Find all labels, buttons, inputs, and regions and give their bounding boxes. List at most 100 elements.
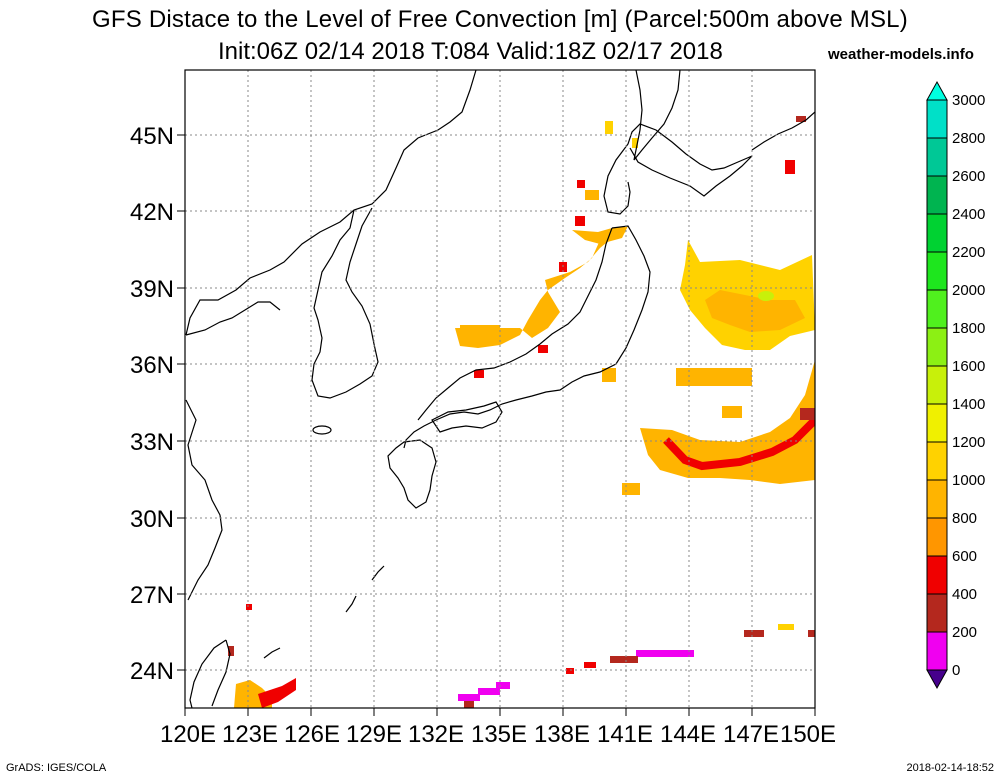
colorbar-swatch [926,99,948,139]
colorbar-swatch [926,441,948,481]
shade-kanto-band [676,368,752,386]
x-tick-label: 120E [160,721,216,748]
shade-east-dark [744,630,764,637]
colorbar-label: 600 [952,548,977,565]
shade-okushiri [585,190,599,200]
shade-kanto-small [602,368,616,382]
colorbar-swatch [926,137,948,177]
coastlines [185,70,815,708]
colorbar-swatch [926,403,948,443]
y-tick-label: 45N [130,123,174,150]
colorbar-label: 2600 [952,168,985,185]
colorbar-label: 1200 [952,434,985,451]
colorbar-label: 2000 [952,282,985,299]
colorbar: 3000 2800 2600 2400 2200 2000 1800 1600 … [926,80,985,690]
colorbar-label: 200 [952,624,977,641]
y-tick-label: 24N [130,658,174,685]
coast-taiwan [189,639,231,708]
shade-magenta-long [636,650,694,657]
colorbar-swatch [926,555,948,595]
colorbar-label: 3000 [952,92,985,109]
shade-east-orange [778,624,794,630]
coast-liaodong [185,301,281,336]
coast-kurils [751,111,815,151]
axis-ticks [177,134,816,716]
colorbar-swatch [926,251,948,291]
chart-subtitle: Init:06Z 02/14 2018 T:084 Valid:18Z 02/1… [218,38,723,65]
shade-hokkaido-w [572,226,628,244]
shade-east-edge [808,630,815,637]
footer-timestamp: 2018-02-14-18:52 [906,762,994,774]
grid-lines [185,70,815,708]
x-tick-label: 129E [346,721,402,748]
shade-oki [460,325,500,345]
shade-dark-long [610,656,638,663]
y-tick-label: 27N [130,582,174,609]
colorbar-label: 2800 [952,130,985,147]
colorbar-label: 1000 [952,472,985,489]
shade-spot-h [246,604,252,610]
shade-taiwan-ne [228,646,234,656]
shade-ryukyu-red [258,678,296,708]
shade-front-dark [800,408,815,420]
coast-sakhalin [633,70,681,161]
coast-honshu [403,225,651,449]
shade-pacific-north [680,240,815,350]
coast-kyushu [387,439,437,509]
chart-title: GFS Distace to the Level of Free Convect… [92,6,908,33]
x-tick-label: 138E [534,721,590,748]
colorbar-label: 1600 [952,358,985,375]
shade-magenta-3 [496,682,510,689]
shade-red-long [584,662,596,668]
colorbar-label: 400 [952,586,977,603]
shade-magenta-dark [464,701,474,708]
y-tick-label: 39N [130,276,174,303]
colorbar-label: 800 [952,510,977,527]
coast-jeju [312,425,332,435]
shade-spot-b [577,180,585,188]
coast-hokkaido [603,123,753,215]
site-credit: weather-models.info [828,46,974,63]
shade-pacific-green-spot [758,291,774,301]
y-tick-label: 33N [130,429,174,456]
field-shading [228,116,815,708]
shade-spot-g [796,116,806,122]
coast-asia-mainland [185,70,477,601]
colorbar-swatch [926,175,948,215]
colorbar-label: 0 [952,662,960,679]
coast-korea [311,207,379,399]
shade-spot-c [575,216,585,226]
colorbar-swatch [926,213,948,253]
x-tick-label: 132E [408,721,464,748]
shade-spot-f [785,160,795,174]
shade-magenta-1 [458,694,480,701]
coast-ryukyu-3 [263,647,281,659]
colorbar-under-triangle [926,669,948,690]
colorbar-label: 1800 [952,320,985,337]
colorbar-label: 2400 [952,206,985,223]
colorbar-swatch [926,327,948,367]
y-tick-label: 30N [130,506,174,533]
shade-spot-e [538,345,548,353]
x-tick-label: 126E [284,721,340,748]
x-tick-label: 123E [222,721,278,748]
coast-ryukyu-2 [345,595,357,613]
shade-nw-hokkaido [605,121,613,134]
y-tick-labels: 24N 27N 30N 33N 36N 39N 42N 45N [130,123,174,685]
x-tick-label: 150E [780,721,836,748]
colorbar-over-triangle [926,80,948,101]
y-tick-label: 42N [130,199,174,226]
footer-credit: GrADS: IGES/COLA [6,762,107,774]
colorbar-swatch [926,631,948,671]
shade-front-red [663,417,815,471]
colorbar-label: 2200 [952,244,985,261]
colorbar-swatch [926,365,948,405]
shade-rebun [632,138,638,148]
coast-shikoku [431,401,503,433]
shade-spot-d [474,370,484,378]
x-tick-labels: 120E 123E 126E 129E 132E 135E 138E 141E … [160,721,836,748]
shade-east-fleck [722,406,742,418]
colorbar-swatch [926,289,948,329]
shade-magenta-2 [478,688,500,695]
x-tick-label: 141E [597,721,653,748]
